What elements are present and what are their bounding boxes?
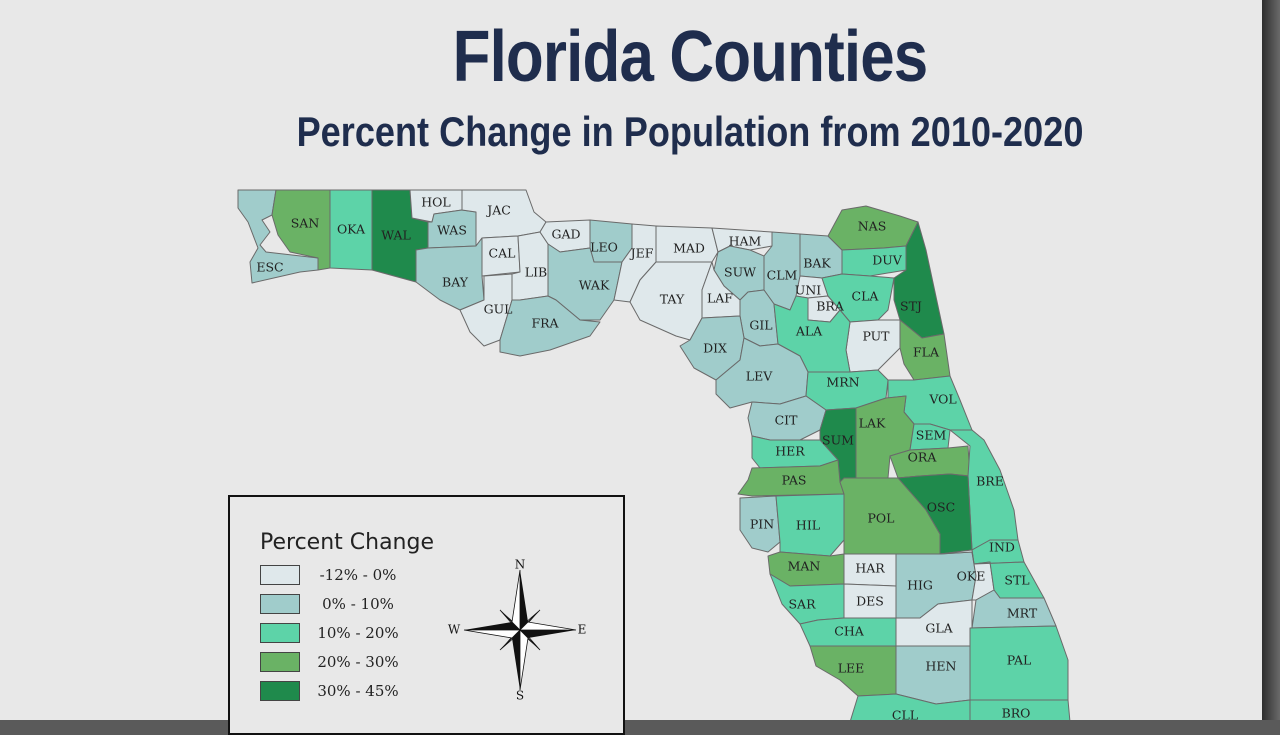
county-label: JEF: [629, 246, 654, 261]
county-pal: [969, 625, 1069, 701]
county-label: SAR: [788, 597, 816, 612]
county-label: PIN: [750, 517, 774, 532]
county-label: HER: [775, 444, 805, 459]
legend-label: 30% - 45%: [317, 682, 399, 700]
florida-county-map: ESC SAN OKA WAL HOL WAS JAC BAY CAL GUL …: [237, 189, 1071, 721]
county-label: MAD: [673, 241, 705, 256]
county-cit: [747, 395, 827, 441]
county-label: OKA: [337, 222, 366, 237]
county-label: HOL: [421, 195, 450, 210]
county-label: LAK: [859, 416, 886, 431]
legend-swatch: [260, 594, 300, 614]
county-label: POL: [868, 511, 895, 526]
legend-label: -12% - 0%: [319, 566, 397, 584]
compass-rose-icon: N S E W: [448, 558, 587, 703]
county-label: PAL: [1007, 653, 1032, 668]
county-label: MAN: [788, 559, 821, 574]
county-label: CIT: [775, 413, 799, 428]
county-label: STJ: [900, 299, 922, 314]
window-edge: [1262, 0, 1280, 720]
county-label: LEE: [838, 661, 865, 676]
county-label: LEV: [746, 369, 773, 384]
county-label: BRA: [816, 299, 845, 314]
county-label: SUM: [822, 433, 854, 448]
county-label: VOL: [928, 392, 956, 407]
county-label: CHA: [834, 624, 864, 639]
compass-east-label: E: [578, 623, 587, 637]
county-label: HEN: [926, 659, 957, 674]
county-label: LIB: [525, 265, 547, 280]
county-label: LAF: [707, 291, 733, 306]
county-label: LEO: [590, 240, 618, 255]
county-label: CAL: [489, 246, 516, 261]
county-label: ORA: [908, 450, 938, 465]
legend-label: 10% - 20%: [317, 624, 399, 642]
county-label: BAY: [442, 275, 469, 290]
county-label: HAR: [855, 561, 885, 576]
legend-swatch: [260, 652, 300, 672]
legend-title: Percent Change: [260, 530, 435, 555]
legend-label: 20% - 30%: [317, 653, 399, 671]
slide-background: [0, 0, 1262, 720]
county-label: HIL: [796, 518, 820, 533]
county-label: WAK: [579, 278, 610, 293]
county-label: UNI: [795, 283, 821, 298]
compass-south-label: S: [516, 689, 524, 703]
county-label: MRT: [1007, 606, 1038, 621]
county-label: OKE: [957, 569, 986, 584]
county-label: PAS: [782, 473, 807, 488]
county-label: WAL: [381, 228, 411, 243]
county-label: HIG: [907, 578, 933, 593]
county-label: HAM: [729, 234, 762, 249]
legend-label: 0% - 10%: [322, 595, 394, 613]
county-label: DUV: [872, 253, 903, 268]
county-label: BAK: [803, 256, 831, 271]
county-wak: [547, 243, 623, 321]
county-label: SEM: [916, 428, 947, 443]
county-label: TAY: [660, 292, 685, 307]
county-label: CLL: [892, 708, 918, 721]
county-label: SUW: [724, 265, 756, 280]
county-label: FRA: [531, 316, 559, 331]
county-label: NAS: [858, 219, 887, 234]
county-label: PUT: [862, 329, 890, 344]
county-label: IND: [989, 540, 1015, 555]
county-label: GUL: [484, 302, 513, 317]
county-label: GLA: [925, 621, 953, 636]
county-label: JAC: [485, 203, 511, 218]
county-label: STL: [1004, 573, 1029, 588]
county-hen: [895, 645, 971, 705]
county-label: ALA: [795, 324, 823, 339]
legend-box: Percent Change -12% - 0% 0% - 10% 10% - …: [228, 495, 625, 735]
county-label: CLM: [767, 268, 798, 283]
legend-swatch: [260, 681, 300, 701]
county-bro: [969, 699, 1071, 720]
county-shapes: [237, 189, 1071, 720]
compass-north-label: N: [515, 558, 526, 572]
county-sem: [909, 423, 951, 451]
county-label: GAD: [551, 227, 580, 242]
county-label: ESC: [256, 260, 283, 275]
county-label: MRN: [826, 375, 859, 390]
county-fra: [499, 295, 601, 357]
county-labels: ESC SAN OKA WAL HOL WAS JAC BAY CAL GUL …: [256, 195, 1037, 721]
county-mad: [655, 225, 719, 263]
map-subtitle: Percent Change in Population from 2010-2…: [296, 108, 1084, 155]
county-label: OSC: [927, 500, 955, 515]
legend-swatch: [260, 623, 300, 643]
county-label: CLA: [852, 289, 880, 304]
map-title: Florida Counties: [452, 17, 929, 97]
county-label: BRO: [1002, 706, 1031, 721]
county-label: WAS: [437, 223, 467, 238]
county-bay: [415, 237, 485, 311]
county-label: DIX: [703, 341, 727, 356]
county-label: BRE: [976, 474, 1004, 489]
compass-west-label: W: [448, 623, 461, 637]
legend-swatch: [260, 565, 300, 585]
county-label: GIL: [749, 318, 772, 333]
county-label: DES: [856, 594, 884, 609]
county-label: FLA: [913, 345, 940, 360]
county-label: SAN: [291, 216, 320, 231]
